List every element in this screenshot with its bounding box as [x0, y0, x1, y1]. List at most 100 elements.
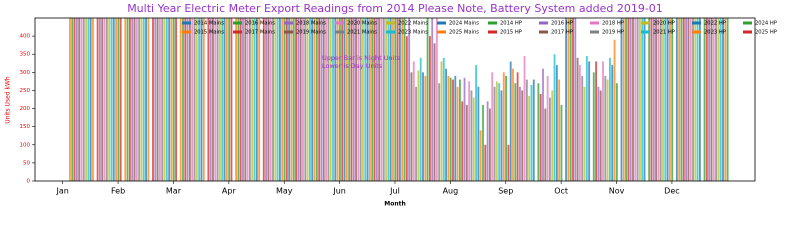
bar: [186, 18, 189, 181]
y-tick-label: 350: [20, 52, 31, 58]
bar: [574, 18, 577, 181]
x-tick-label: Sep: [498, 187, 513, 196]
bar: [456, 86, 459, 181]
legend-swatch: [437, 21, 446, 25]
bar: [452, 79, 454, 181]
bar: [528, 95, 531, 181]
legend-swatch: [539, 21, 548, 25]
bar: [525, 79, 528, 181]
legend-swatch: [386, 21, 395, 25]
bar: [108, 18, 111, 181]
bar: [103, 18, 106, 181]
bar: [332, 18, 334, 181]
x-axis-label: Month: [384, 201, 406, 208]
bar: [285, 18, 288, 181]
bar: [659, 18, 662, 181]
bar: [279, 18, 281, 181]
bar: [182, 18, 184, 181]
bar: [516, 72, 519, 181]
bar: [401, 18, 404, 181]
bar: [195, 18, 198, 181]
bar: [399, 18, 401, 181]
bar: [477, 86, 480, 181]
bar: [138, 18, 141, 181]
bar: [558, 79, 561, 181]
bar: [666, 18, 669, 181]
legend-label: 2024 Mains: [449, 21, 479, 27]
bar: [410, 72, 413, 181]
bar: [599, 90, 602, 181]
bar: [135, 18, 138, 181]
y-tick-label: 50: [23, 160, 30, 166]
bar: [639, 18, 641, 181]
bar: [87, 18, 90, 181]
bar: [507, 144, 510, 181]
legend-swatch: [284, 30, 293, 34]
bar: [191, 18, 194, 181]
bar: [154, 18, 157, 181]
bar: [664, 18, 667, 181]
bar: [572, 18, 574, 181]
bar: [156, 18, 159, 181]
bar: [193, 18, 196, 181]
legend-label: 2022 HP: [704, 21, 726, 27]
x-tick-label: Apr: [222, 187, 237, 196]
bar: [611, 65, 614, 181]
x-tick-label: Nov: [609, 187, 625, 196]
legend-swatch: [233, 30, 242, 34]
bar: [223, 18, 226, 181]
legend-swatch: [590, 30, 599, 34]
legend-label: 2018 Mains: [296, 21, 326, 27]
bar: [482, 104, 484, 181]
legend-label: 2016 Mains: [245, 21, 275, 27]
bar: [168, 18, 171, 181]
bar: [267, 18, 270, 181]
bar: [288, 18, 291, 181]
bar: [350, 18, 353, 181]
x-tick-label: Oct: [554, 187, 568, 196]
bar: [634, 18, 637, 181]
legend-label: 2025 HP: [755, 30, 777, 36]
legend-swatch: [692, 30, 701, 34]
bar: [71, 18, 74, 181]
bar: [225, 18, 228, 181]
bar: [710, 18, 713, 181]
bar: [699, 18, 701, 181]
bar: [595, 61, 597, 181]
bar: [722, 18, 724, 181]
legend-swatch: [386, 30, 395, 34]
bar: [389, 18, 392, 181]
bar: [341, 18, 344, 181]
bar: [69, 18, 71, 181]
bar: [544, 108, 547, 181]
bar: [422, 72, 424, 181]
bar: [429, 36, 431, 181]
bar: [129, 18, 131, 181]
legend-label: 2017 Mains: [245, 30, 275, 36]
bar: [445, 68, 447, 181]
bar: [523, 56, 526, 181]
bar: [212, 18, 214, 181]
bar: [152, 18, 154, 181]
bar-area: [69, 18, 729, 181]
bar: [75, 18, 78, 181]
bar: [431, 18, 434, 181]
chart: Multi Year Electric Meter Export Reading…: [5, 2, 777, 208]
legend-label: 2023 Mains: [398, 30, 428, 36]
bar: [249, 18, 251, 181]
y-axis-label: Units Used kWh: [5, 76, 12, 124]
bar: [274, 18, 277, 181]
bar: [509, 61, 512, 181]
bar: [705, 18, 708, 181]
bar: [297, 18, 300, 181]
bar: [387, 18, 390, 181]
bar: [449, 77, 452, 181]
legend-swatch: [692, 21, 701, 25]
bar: [373, 18, 376, 181]
bar: [604, 75, 607, 181]
x-tick-label: Feb: [111, 187, 125, 196]
bar: [555, 65, 558, 181]
bar: [325, 18, 327, 181]
bar: [126, 18, 129, 181]
bar: [73, 18, 76, 181]
